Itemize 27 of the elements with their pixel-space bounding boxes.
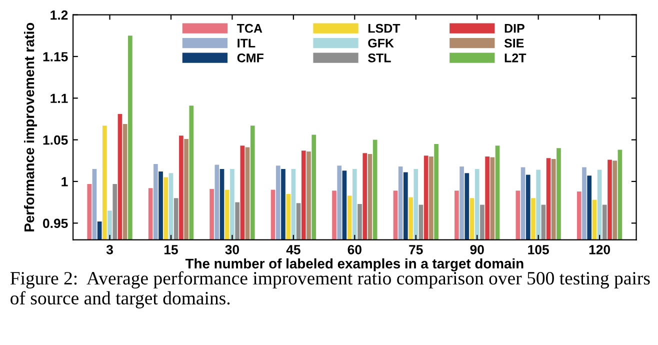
y-tick-label: 1.05 [43,135,68,145]
caption: Figure 2: Average performance improvement ratio comparison over 500 testing pairs of source and target domains. [10,271,650,308]
legend-label: L2T [504,53,526,62]
legend-label: CMF [237,53,264,62]
legend-label: LSDT [368,24,400,33]
y-axis-title: Performance improvement ratio [24,22,37,232]
x-axis-title: The number of labeled examples in a target domain [185,258,524,272]
x-tick-label: 90 [470,244,484,254]
x-tick-label: 45 [286,245,300,254]
legend-label: TCA [236,24,262,33]
y-tick-label: 1 [62,177,68,186]
x-tick-label: 120 [589,244,610,254]
legend-label: GFK [368,38,394,48]
x-tick-label: 15 [164,245,178,254]
x-tick-label: 105 [528,244,549,254]
x-tick-label: 75 [409,245,423,254]
x-tick-label: 60 [348,244,362,254]
x-tick-label: 30 [225,244,240,254]
legend-label: STL [368,53,391,62]
y-tick-label: 1.2 [50,10,68,20]
x-tick-label: 3 [106,244,113,254]
legend-label: SIE [504,38,524,48]
legend-label: DIP [504,24,524,33]
y-tick-label: 1.15 [43,52,68,62]
y-tick-label: 1.1 [50,94,68,103]
legend-label: ITL [238,38,256,48]
y-tick-label: 0.95 [43,218,68,228]
